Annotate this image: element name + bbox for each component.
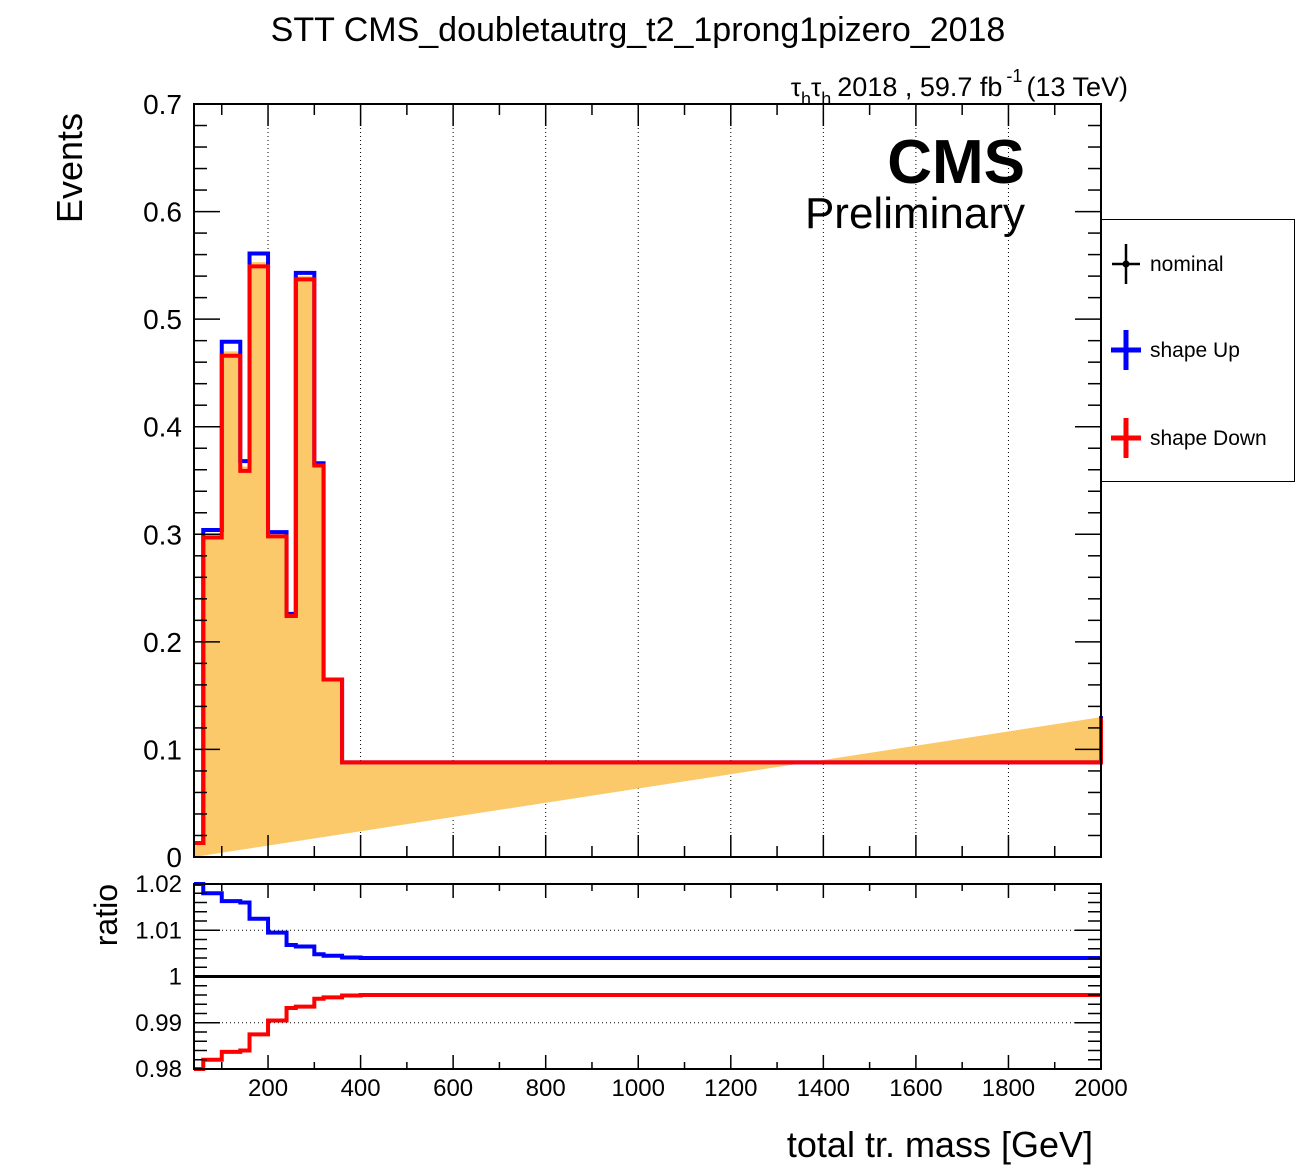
legend: nominal shape Up shape Down xyxy=(1101,219,1295,482)
lumi-channel-sub: h xyxy=(801,89,811,109)
legend-marker-shape-down xyxy=(1111,418,1141,458)
y-tick-label: 0.4 xyxy=(143,412,182,443)
y-tick-label: 0.2 xyxy=(143,627,182,658)
x-tick-label: 1600 xyxy=(889,1075,942,1102)
ratio-y-axis-label: ratio xyxy=(88,884,124,946)
x-tick-label: 200 xyxy=(248,1075,288,1102)
y-tick-label: 0.5 xyxy=(143,304,182,335)
lumi-energy: (13 TeV) xyxy=(1026,72,1128,102)
ratio-pad: 0.98 0.99 1 1.01 1.02 200 400 600 800 1000 1200 140… xyxy=(135,871,1127,1102)
top-pad: 0 0.1 0.2 0.3 0.4 0.5 0.6 0.7 xyxy=(143,89,1103,873)
cms-preliminary-label: Preliminary xyxy=(805,189,1025,238)
series-nominal-fill xyxy=(194,262,1101,857)
legend-label-shape-down: shape Down xyxy=(1150,427,1267,450)
ratio-series-shape-up xyxy=(194,882,1101,960)
chart-title: STT CMS_doubletautrg_t2_1prong1pizero_20… xyxy=(271,11,1006,49)
ratio-y-tick-label: 1.02 xyxy=(135,871,182,898)
y-tick-label: 0.1 xyxy=(143,734,182,765)
y-tick-label: 0.6 xyxy=(143,197,182,228)
cms-label: CMS xyxy=(887,128,1025,197)
ratio-y-tick-label: 0.99 xyxy=(135,1010,182,1037)
legend-marker-shape-up xyxy=(1111,330,1141,370)
y-tick-label: 0.3 xyxy=(143,519,182,550)
legend-label-nominal: nominal xyxy=(1150,253,1224,276)
x-tick-label: 600 xyxy=(433,1075,473,1102)
lumi-text: 2018 , 59.7 fb xyxy=(837,72,1002,102)
legend-entry-shape-up: shape Up xyxy=(1102,330,1294,370)
lumi-label: τhτh 2018 , 59.7 fb -1 (13 TeV) xyxy=(791,66,1128,109)
x-axis-label: total tr. mass [GeV] xyxy=(787,1124,1093,1165)
legend-marker-nominal xyxy=(1112,244,1140,284)
x-tick-label: 1200 xyxy=(704,1075,757,1102)
legend-entry-shape-down: shape Down xyxy=(1102,418,1294,458)
y-axis-label: Events xyxy=(49,113,90,223)
legend-entry-nominal: nominal xyxy=(1102,244,1294,284)
ratio-y-tick-label: 1 xyxy=(169,964,182,991)
ratio-y-tick-label: 0.98 xyxy=(135,1056,182,1083)
lumi-sup: -1 xyxy=(1006,66,1022,86)
lumi-channel-2: τ xyxy=(811,72,822,102)
ratio-y-tick-label: 1.01 xyxy=(135,917,182,944)
x-tick-label: 400 xyxy=(341,1075,381,1102)
y-tick-label: 0 xyxy=(166,842,182,873)
x-tick-label: 1400 xyxy=(797,1075,850,1102)
x-tick-label: 1800 xyxy=(982,1075,1035,1102)
ratio-series-shape-down xyxy=(194,993,1101,1071)
x-tick-label: 1000 xyxy=(612,1075,665,1102)
lumi-channel: τ xyxy=(791,72,802,102)
y-tick-label: 0.7 xyxy=(143,89,182,120)
series-shape-down-line xyxy=(194,264,1103,846)
x-tick-label: 2000 xyxy=(1074,1075,1127,1102)
legend-label-shape-up: shape Up xyxy=(1150,339,1240,362)
lumi-channel-sub-2: h xyxy=(821,89,831,109)
x-tick-label: 800 xyxy=(526,1075,566,1102)
